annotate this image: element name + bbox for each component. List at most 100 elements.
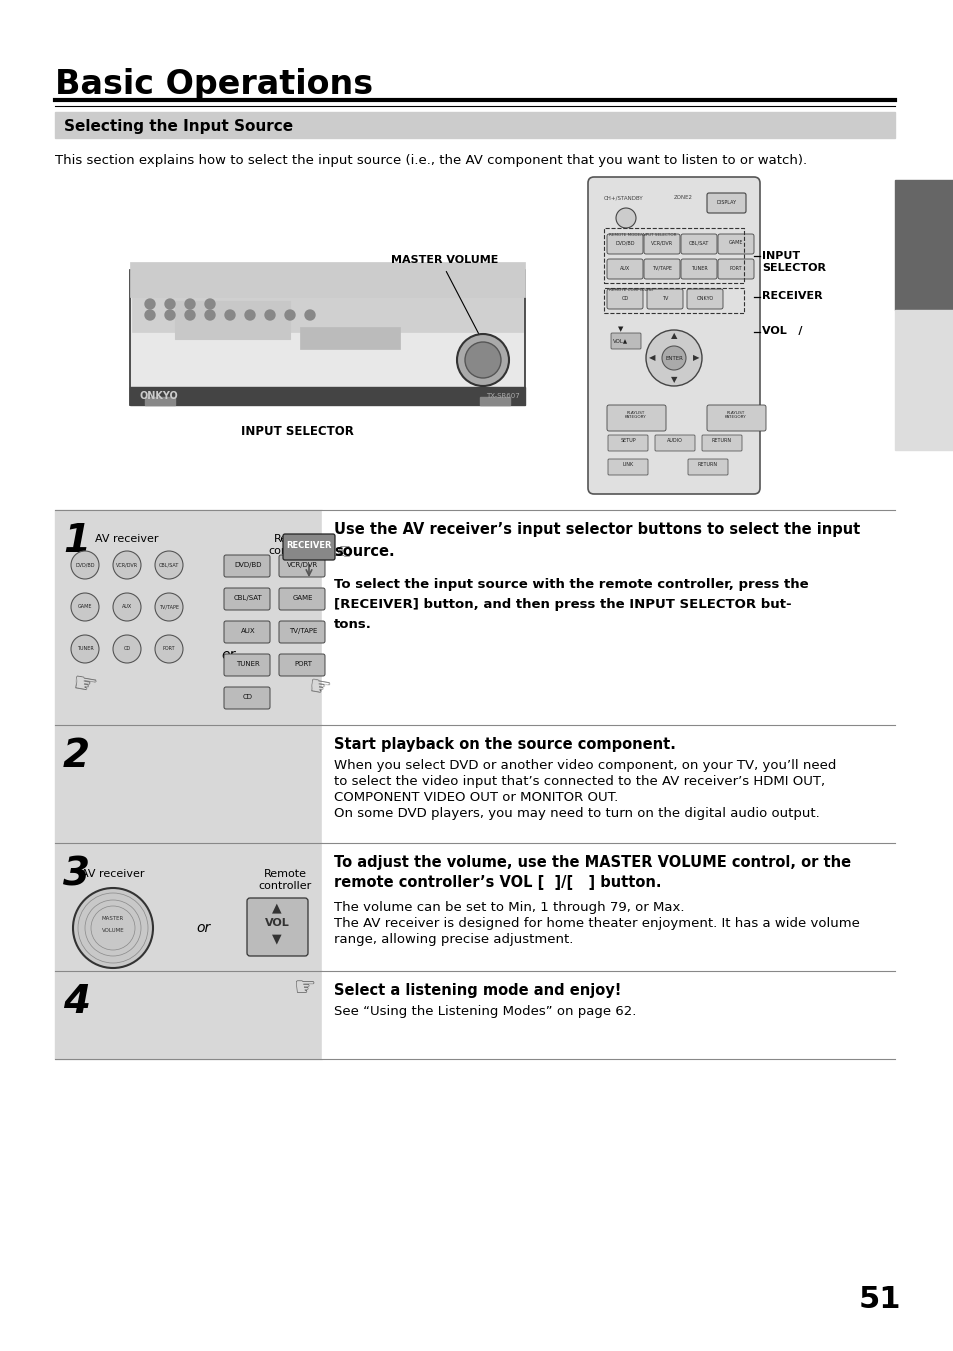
FancyBboxPatch shape <box>224 588 270 611</box>
FancyBboxPatch shape <box>224 654 270 676</box>
Text: SETUP: SETUP <box>619 439 635 443</box>
FancyBboxPatch shape <box>680 234 717 254</box>
FancyBboxPatch shape <box>606 259 642 280</box>
Circle shape <box>145 309 154 320</box>
Circle shape <box>305 309 314 320</box>
Bar <box>130 262 524 297</box>
FancyBboxPatch shape <box>643 259 679 280</box>
Text: 1: 1 <box>63 521 90 561</box>
Text: PORT: PORT <box>163 647 175 651</box>
FancyBboxPatch shape <box>606 234 642 254</box>
Text: ☞: ☞ <box>71 669 99 701</box>
Text: LINK: LINK <box>621 462 633 467</box>
Circle shape <box>225 309 234 320</box>
Text: MASTER VOLUME: MASTER VOLUME <box>391 255 498 265</box>
Circle shape <box>205 309 214 320</box>
Text: VOL▲: VOL▲ <box>613 339 628 343</box>
Text: AV receiver: AV receiver <box>95 534 158 544</box>
Text: ☞: ☞ <box>329 538 349 558</box>
Circle shape <box>185 299 194 309</box>
Circle shape <box>71 635 99 663</box>
FancyBboxPatch shape <box>706 405 765 431</box>
FancyBboxPatch shape <box>607 435 647 451</box>
Text: RECEIVER: RECEIVER <box>286 542 332 550</box>
FancyBboxPatch shape <box>224 555 270 577</box>
Text: PORT: PORT <box>729 266 741 270</box>
Text: CH+/STANDBY: CH+/STANDBY <box>603 195 643 200</box>
Circle shape <box>165 309 174 320</box>
Circle shape <box>456 334 509 386</box>
Circle shape <box>154 593 183 621</box>
Text: Start playback on the source component.: Start playback on the source component. <box>334 738 675 753</box>
FancyBboxPatch shape <box>655 435 695 451</box>
Text: DISPLAY: DISPLAY <box>717 200 737 205</box>
FancyBboxPatch shape <box>718 259 753 280</box>
Bar <box>55 725 322 843</box>
Text: PORT: PORT <box>294 661 312 667</box>
Text: ☞: ☞ <box>294 975 315 1000</box>
Text: AUDIO: AUDIO <box>666 439 682 443</box>
Text: ▼: ▼ <box>670 376 677 385</box>
Text: MASTER: MASTER <box>102 916 124 920</box>
Text: range, allowing precise adjustment.: range, allowing precise adjustment. <box>334 934 573 946</box>
Text: ENTER: ENTER <box>664 355 682 361</box>
Circle shape <box>464 342 500 378</box>
Text: GAME: GAME <box>293 594 313 601</box>
Circle shape <box>185 309 194 320</box>
Text: RETURN: RETURN <box>698 462 718 467</box>
Text: ▶: ▶ <box>692 354 699 362</box>
Text: CBL/SAT: CBL/SAT <box>233 594 262 601</box>
FancyBboxPatch shape <box>278 588 325 611</box>
Circle shape <box>154 551 183 580</box>
FancyBboxPatch shape <box>224 621 270 643</box>
Text: 4: 4 <box>63 984 90 1021</box>
Bar <box>322 971 894 1059</box>
FancyBboxPatch shape <box>224 688 270 709</box>
Circle shape <box>71 593 99 621</box>
FancyBboxPatch shape <box>686 289 722 309</box>
Text: On some DVD players, you may need to turn on the digital audio output.: On some DVD players, you may need to tur… <box>334 807 819 820</box>
Text: ▲: ▲ <box>670 331 677 340</box>
Text: The AV receiver is designed for home theater enjoyment. It has a wide volume: The AV receiver is designed for home the… <box>334 917 859 929</box>
Text: VCR/DVR: VCR/DVR <box>287 562 318 567</box>
Text: ☞: ☞ <box>307 674 333 701</box>
Text: Use the AV receiver’s input selector buttons to select the input: Use the AV receiver’s input selector but… <box>334 521 860 536</box>
Text: ◀: ◀ <box>648 354 655 362</box>
Text: CD: CD <box>243 694 253 700</box>
Text: TUNER: TUNER <box>76 647 93 651</box>
Text: ▲: ▲ <box>272 901 281 915</box>
FancyBboxPatch shape <box>606 289 642 309</box>
Bar <box>322 843 894 971</box>
Bar <box>55 843 322 971</box>
Text: DVD/BD: DVD/BD <box>234 562 261 567</box>
Circle shape <box>245 309 254 320</box>
Text: ▼: ▼ <box>272 932 281 946</box>
FancyBboxPatch shape <box>680 259 717 280</box>
Text: See “Using the Listening Modes” on page 62.: See “Using the Listening Modes” on page … <box>334 1005 636 1019</box>
Circle shape <box>112 635 141 663</box>
Text: Remote
controller: Remote controller <box>258 869 312 890</box>
Text: AV receiver: AV receiver <box>81 869 145 880</box>
FancyBboxPatch shape <box>646 289 682 309</box>
Circle shape <box>205 299 214 309</box>
Text: RETURN: RETURN <box>711 439 731 443</box>
FancyBboxPatch shape <box>610 332 640 349</box>
Text: TV/TAPE: TV/TAPE <box>289 628 316 634</box>
Text: [RECEIVER] button, and then press the INPUT SELECTOR but-: [RECEIVER] button, and then press the IN… <box>334 598 791 611</box>
FancyBboxPatch shape <box>606 405 665 431</box>
Text: source.: source. <box>334 544 395 559</box>
Text: or: or <box>221 648 234 662</box>
Text: GAME: GAME <box>77 604 92 609</box>
FancyBboxPatch shape <box>247 898 308 957</box>
Text: ▼: ▼ <box>618 326 623 332</box>
Text: ZONE2: ZONE2 <box>673 195 692 200</box>
Text: tons.: tons. <box>334 617 372 631</box>
Circle shape <box>145 299 154 309</box>
Text: to select the video input that’s connected to the AV receiver’s HDMI OUT,: to select the video input that’s connect… <box>334 775 824 788</box>
Circle shape <box>616 208 636 228</box>
FancyBboxPatch shape <box>278 654 325 676</box>
Text: INPUT SELECTOR: INPUT SELECTOR <box>240 426 353 438</box>
FancyBboxPatch shape <box>701 435 741 451</box>
FancyBboxPatch shape <box>643 234 679 254</box>
Text: REMOTE COMPONENT: REMOTE COMPONENT <box>608 288 654 292</box>
